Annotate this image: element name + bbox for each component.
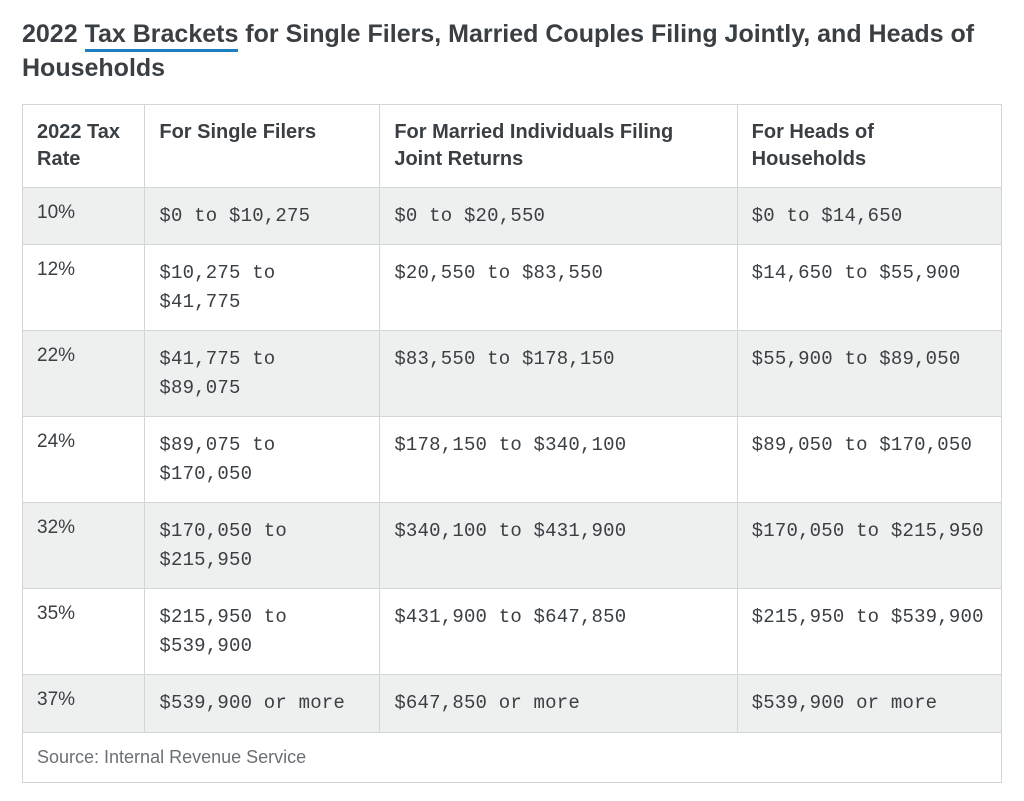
cell-hoh: $14,650 to $55,900 xyxy=(737,245,1001,331)
table-footer-row: Source: Internal Revenue Service xyxy=(23,732,1002,782)
cell-hoh: $539,900 or more xyxy=(737,675,1001,733)
cell-joint: $20,550 to $83,550 xyxy=(380,245,737,331)
col-header-single: For Single Filers xyxy=(145,104,380,187)
cell-hoh: $215,950 to $539,900 xyxy=(737,589,1001,675)
col-header-hoh: For Heads of Households xyxy=(737,104,1001,187)
col-header-rate: 2022 Tax Rate xyxy=(23,104,145,187)
cell-hoh: $89,050 to $170,050 xyxy=(737,417,1001,503)
cell-joint: $340,100 to $431,900 xyxy=(380,503,737,589)
title-prefix: 2022 xyxy=(22,20,85,48)
cell-single: $89,075 to $170,050 xyxy=(145,417,380,503)
cell-rate: 10% xyxy=(23,187,145,245)
table-row: 24% $89,075 to $170,050 $178,150 to $340… xyxy=(23,417,1002,503)
cell-joint: $83,550 to $178,150 xyxy=(380,331,737,417)
col-header-joint: For Married Individuals Filing Joint Ret… xyxy=(380,104,737,187)
cell-single: $539,900 or more xyxy=(145,675,380,733)
cell-joint: $0 to $20,550 xyxy=(380,187,737,245)
table-row: 10% $0 to $10,275 $0 to $20,550 $0 to $1… xyxy=(23,187,1002,245)
tax-bracket-table: 2022 Tax Rate For Single Filers For Marr… xyxy=(22,104,1002,783)
cell-single: $0 to $10,275 xyxy=(145,187,380,245)
cell-joint: $178,150 to $340,100 xyxy=(380,417,737,503)
cell-joint: $431,900 to $647,850 xyxy=(380,589,737,675)
table-header-row: 2022 Tax Rate For Single Filers For Marr… xyxy=(23,104,1002,187)
page-title: 2022 Tax Brackets for Single Filers, Mar… xyxy=(22,18,1002,86)
cell-joint: $647,850 or more xyxy=(380,675,737,733)
cell-rate: 22% xyxy=(23,331,145,417)
table-row: 35% $215,950 to $539,900 $431,900 to $64… xyxy=(23,589,1002,675)
table-row: 22% $41,775 to $89,075 $83,550 to $178,1… xyxy=(23,331,1002,417)
tax-brackets-link[interactable]: Tax Brackets xyxy=(85,20,239,52)
cell-rate: 12% xyxy=(23,245,145,331)
cell-hoh: $0 to $14,650 xyxy=(737,187,1001,245)
cell-hoh: $170,050 to $215,950 xyxy=(737,503,1001,589)
cell-single: $10,275 to $41,775 xyxy=(145,245,380,331)
cell-rate: 24% xyxy=(23,417,145,503)
table-row: 12% $10,275 to $41,775 $20,550 to $83,55… xyxy=(23,245,1002,331)
cell-rate: 35% xyxy=(23,589,145,675)
table-row: 32% $170,050 to $215,950 $340,100 to $43… xyxy=(23,503,1002,589)
cell-rate: 32% xyxy=(23,503,145,589)
cell-rate: 37% xyxy=(23,675,145,733)
table-source: Source: Internal Revenue Service xyxy=(23,732,1002,782)
table-row: 37% $539,900 or more $647,850 or more $5… xyxy=(23,675,1002,733)
cell-single: $215,950 to $539,900 xyxy=(145,589,380,675)
cell-single: $170,050 to $215,950 xyxy=(145,503,380,589)
cell-single: $41,775 to $89,075 xyxy=(145,331,380,417)
cell-hoh: $55,900 to $89,050 xyxy=(737,331,1001,417)
